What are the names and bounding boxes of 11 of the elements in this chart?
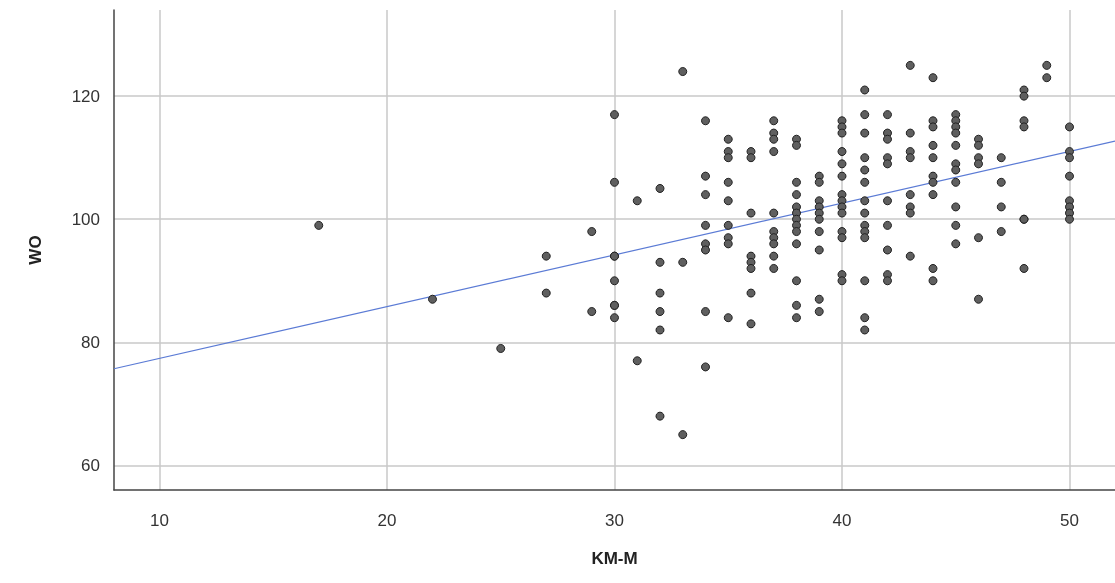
- x-tick-label: 10: [150, 511, 169, 530]
- x-tick-label: 20: [377, 511, 397, 530]
- x-axis-title: KM-M: [591, 549, 638, 568]
- y-tick-label: 120: [71, 86, 100, 106]
- y-tick-label: 80: [81, 332, 100, 352]
- y-tick-label: 60: [81, 455, 100, 475]
- y-tick-label: 100: [71, 209, 100, 229]
- x-tick-label: 40: [832, 511, 852, 530]
- x-tick-label: 30: [605, 511, 624, 530]
- x-tick-label: 50: [1060, 511, 1079, 530]
- y-axis-title: WO: [26, 235, 45, 265]
